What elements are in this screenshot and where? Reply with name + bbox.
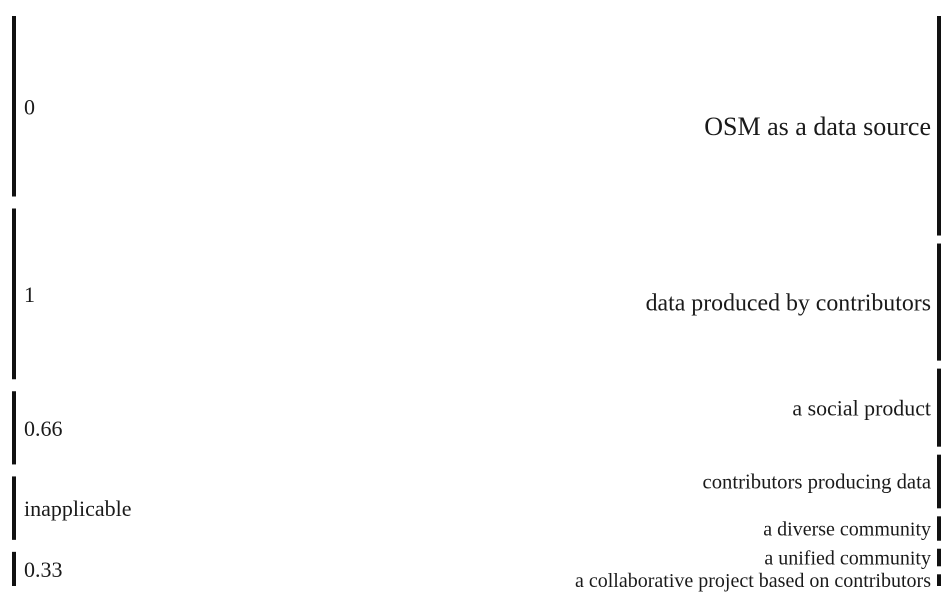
right-node-label: OSM as a data source bbox=[704, 112, 931, 141]
flow-0-to-osm bbox=[16, 16, 937, 84]
left-node-bar-inapplicable bbox=[12, 476, 16, 540]
left-node-label: 0.66 bbox=[24, 416, 63, 441]
right-node-bar-cp bbox=[937, 574, 941, 586]
right-node-label: a social product bbox=[792, 395, 931, 420]
right-node-label: contributors producing data bbox=[703, 472, 931, 494]
right-node-bar-dpc bbox=[937, 243, 941, 361]
right-node-label: a unified community bbox=[764, 548, 931, 570]
node-bars bbox=[12, 16, 941, 586]
left-node-bar-0 bbox=[12, 16, 16, 197]
left-node-bar-1 bbox=[12, 208, 16, 380]
right-node-bar-sp bbox=[937, 368, 941, 447]
left-node-label: 0.33 bbox=[24, 557, 63, 582]
right-node-bar-dc bbox=[937, 516, 941, 541]
flow-1-to-dc bbox=[16, 369, 937, 529]
left-node-label: inapplicable bbox=[24, 496, 132, 521]
left-node-bar-0-33 bbox=[12, 551, 16, 586]
right-node-bar-cpd bbox=[937, 454, 941, 509]
right-node-bar-osm bbox=[937, 16, 941, 236]
flow-0-33-to-osm bbox=[16, 231, 937, 557]
right-node-label: a collaborative project based on contrib… bbox=[575, 570, 931, 592]
node-labels: 0 1 0.66 inapplicable 0.33 OSM as a data sour… bbox=[24, 94, 932, 592]
flow-inapplicable-to-osm bbox=[16, 216, 937, 491]
left-node-label: 1 bbox=[24, 282, 35, 307]
right-node-label: data produced by contributors bbox=[646, 290, 931, 316]
flow-0-66-to-dpc bbox=[16, 331, 937, 437]
flow-0-to-sp bbox=[16, 138, 937, 393]
left-node-bar-0-66 bbox=[12, 391, 16, 465]
right-node-label: a diverse community bbox=[763, 519, 931, 541]
flow-0-to-cpd bbox=[16, 162, 937, 472]
flow-1-to-cpd bbox=[16, 360, 937, 482]
right-node-bar-uc bbox=[937, 548, 941, 567]
flow-0-to-uc bbox=[16, 188, 937, 554]
left-node-label: 0 bbox=[24, 94, 35, 119]
